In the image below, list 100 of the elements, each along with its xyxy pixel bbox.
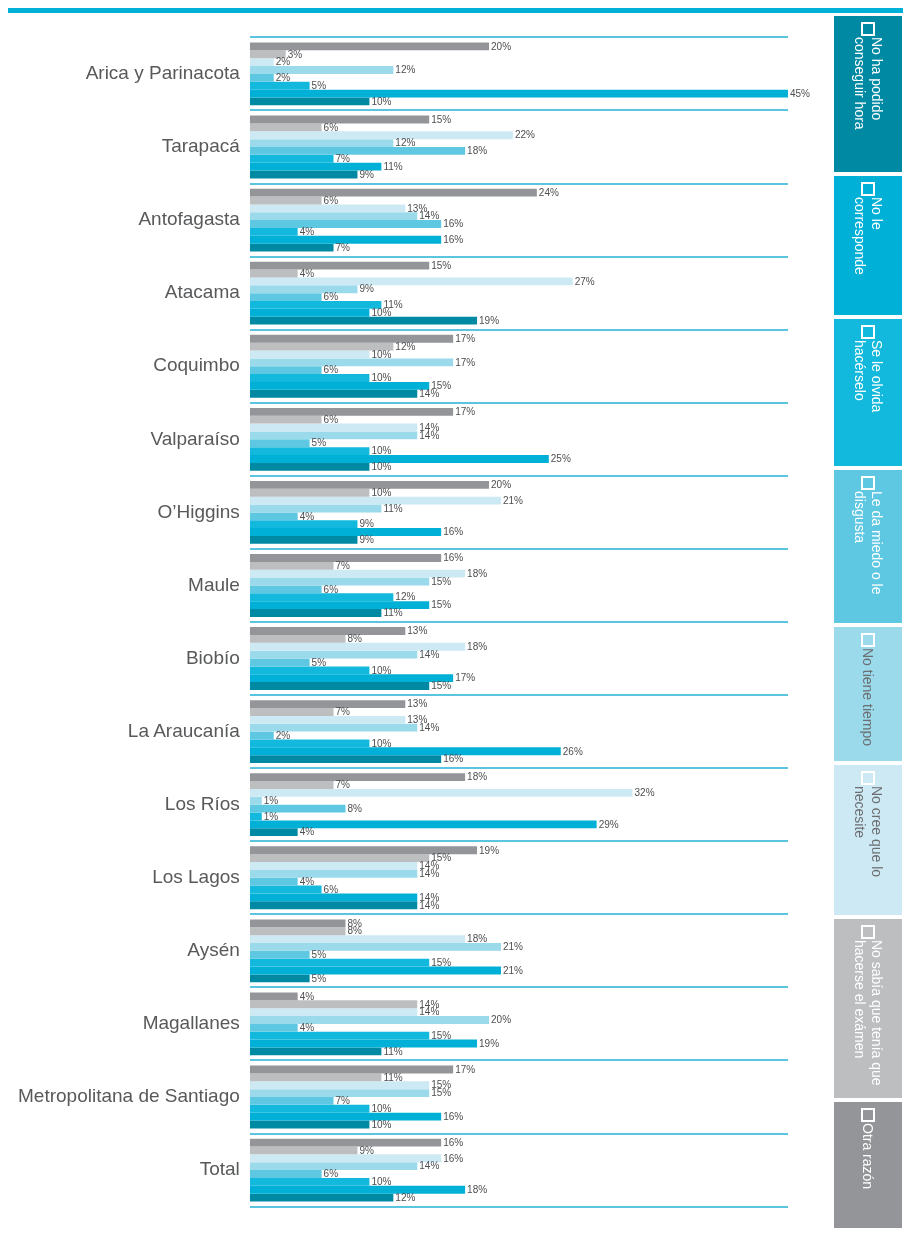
bar [249, 788, 633, 797]
data-label: 6% [323, 194, 339, 206]
data-label: 9% [359, 168, 375, 180]
bar [249, 1112, 442, 1121]
data-label: 16% [443, 233, 464, 245]
bar [249, 308, 370, 317]
data-label: 5% [311, 972, 327, 984]
bar [249, 1016, 490, 1024]
data-label: 12% [395, 340, 416, 352]
bar [249, 1177, 370, 1186]
data-label: 5% [311, 79, 327, 91]
data-label: 18% [467, 567, 488, 579]
bar [249, 650, 418, 659]
bar [249, 488, 370, 497]
data-label: 7% [335, 706, 351, 718]
bar [249, 804, 346, 813]
bar [249, 277, 573, 286]
data-label: 4% [299, 826, 315, 838]
bar [249, 293, 322, 302]
bar [249, 188, 537, 197]
bar [249, 723, 418, 732]
data-label: 32% [634, 787, 655, 799]
y-tick-label: Tarapacá [161, 135, 241, 157]
data-label: 19% [479, 1037, 500, 1049]
bar [249, 642, 466, 651]
data-label: 10% [371, 737, 392, 749]
data-label: 8% [347, 633, 363, 645]
bar [249, 285, 358, 294]
bar [249, 334, 454, 343]
data-label: 9% [359, 1144, 375, 1156]
bar [249, 935, 466, 943]
data-label: 4% [299, 875, 315, 887]
data-label: 4% [299, 1022, 315, 1034]
bar [249, 796, 262, 805]
legend-label: No cree que lo necesite [851, 786, 885, 880]
y-tick-label: Metropolitana de Santiago [17, 1085, 240, 1107]
y-tick-label: Aysén [187, 939, 240, 961]
data-label: 15% [431, 113, 452, 125]
bar [249, 73, 274, 82]
data-label: 14% [419, 648, 440, 660]
data-label: 6% [323, 121, 339, 133]
y-tick-label: Atacama [164, 281, 241, 303]
data-label: 6% [323, 1168, 339, 1180]
bar [249, 1154, 442, 1163]
data-label: 8% [347, 802, 363, 814]
legend-label: No sabía que tenía que hacerse el exámen [851, 939, 885, 1088]
bar [249, 389, 418, 398]
data-label: 18% [467, 145, 488, 157]
bar [249, 227, 298, 236]
bar [249, 1089, 430, 1097]
bar [249, 974, 310, 983]
data-label: 13% [407, 698, 428, 710]
data-label: 10% [371, 1103, 392, 1115]
data-label: 16% [443, 218, 464, 230]
data-label: 27% [574, 275, 595, 287]
bar [249, 715, 406, 724]
bar [249, 261, 430, 270]
bar [249, 520, 358, 529]
bar [249, 358, 454, 367]
data-label: 6% [323, 583, 339, 595]
data-label: 21% [502, 964, 524, 976]
data-label: 15% [431, 1029, 452, 1041]
bar [249, 528, 442, 536]
data-label: 10% [371, 372, 392, 384]
data-label: 10% [371, 445, 392, 457]
data-label: 13% [407, 625, 428, 637]
data-label: 12% [395, 64, 416, 76]
data-label: 12% [395, 1191, 416, 1203]
data-label: 4% [299, 990, 315, 1002]
bar [249, 431, 418, 440]
data-label: 10% [371, 348, 392, 360]
bar [249, 89, 788, 98]
data-label: 2% [275, 72, 291, 84]
bar [249, 58, 274, 67]
bar [249, 66, 394, 74]
bar [249, 496, 501, 505]
data-label: 16% [443, 1136, 464, 1148]
bar [249, 220, 442, 228]
y-tick-label: Biobío [185, 646, 240, 668]
bar [249, 123, 322, 132]
data-label: 18% [467, 1183, 488, 1195]
bar [249, 1162, 418, 1171]
data-label: 18% [467, 641, 488, 652]
y-tick-label: Arica y Parinacota [85, 62, 241, 84]
bar [249, 781, 334, 789]
data-label: 45% [790, 87, 811, 99]
bar [249, 1081, 430, 1090]
bar [249, 1000, 418, 1009]
bar [249, 1146, 358, 1155]
data-label: 24% [538, 186, 559, 198]
bar [249, 1008, 418, 1017]
data-label: 17% [455, 356, 476, 368]
data-label: 6% [323, 883, 339, 895]
bar [249, 1073, 382, 1082]
y-tick-label: O’Higgins [157, 500, 240, 522]
data-label: 10% [371, 461, 392, 473]
data-label: 15% [431, 599, 452, 611]
data-label: 10% [371, 1176, 392, 1188]
data-label: 15% [431, 680, 452, 692]
data-label: 11% [383, 607, 403, 619]
